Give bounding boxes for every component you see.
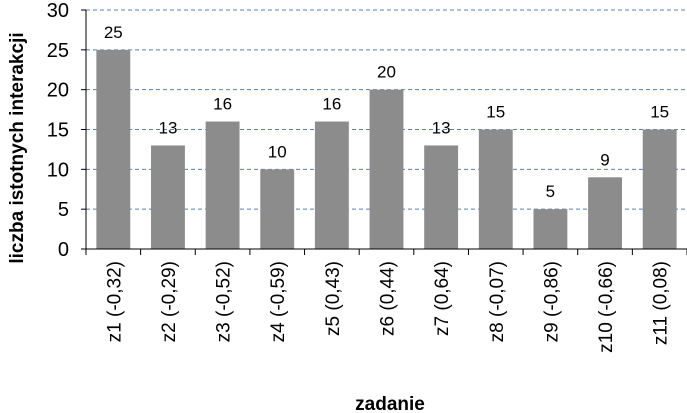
y-tick-label: 10 (47, 159, 69, 181)
y-tick-label: 0 (58, 239, 69, 261)
bar (205, 121, 240, 249)
y-axis-title: liczba istotnych interakcji (7, 32, 28, 263)
x-tick-label: z10 (-0,66) (596, 261, 617, 353)
y-tick-label: 25 (47, 40, 69, 62)
y-tick-label: 15 (47, 120, 69, 142)
data-label: 25 (104, 23, 123, 42)
data-label: 15 (650, 103, 669, 122)
data-label: 15 (486, 103, 505, 122)
y-tick-label: 20 (47, 80, 69, 102)
x-tick-label: z4 (-0,59) (268, 261, 289, 342)
x-tick-label: z3 (-0,52) (214, 261, 235, 342)
bar (533, 209, 568, 249)
bars (96, 49, 677, 250)
data-label: 5 (546, 182, 555, 201)
data-labels: 25 13 16 10 16 20 13 15 5 9 15 (104, 23, 669, 201)
x-tick-label: z6 (0,44) (378, 261, 399, 336)
data-label: 13 (432, 118, 451, 137)
y-tick-label: 5 (58, 199, 69, 221)
bar (369, 89, 404, 250)
x-tick-label: z5 (0,43) (323, 261, 344, 336)
bar (260, 169, 295, 249)
bar (642, 129, 677, 249)
x-tick-label: z2 (-0,29) (159, 261, 180, 342)
bar (588, 177, 622, 249)
x-tick-label: z8 (-0,07) (487, 261, 508, 342)
x-tick-label: z7 (0,64) (432, 261, 453, 336)
x-tick-label: z11 (0,08) (651, 261, 672, 345)
data-label: 16 (213, 95, 232, 114)
bar (314, 121, 349, 249)
x-axis-title: zadanie (355, 394, 425, 413)
bar (151, 145, 185, 249)
x-tick-label: z1 (-0,32) (104, 261, 125, 342)
y-tick-label: 30 (47, 0, 69, 22)
bar (478, 129, 513, 249)
y-tick-labels: 0 5 10 15 20 25 30 (47, 0, 86, 261)
data-label: 20 (377, 63, 396, 82)
bar (424, 145, 459, 249)
gridlines (86, 9, 687, 210)
data-label: 13 (158, 118, 177, 137)
x-tick-labels: z1 (-0,32) z2 (-0,29) z3 (-0,52) z4 (-0,59)… (85, 249, 687, 353)
data-label: 16 (322, 95, 341, 114)
bar (96, 49, 131, 250)
data-label: 10 (268, 142, 287, 161)
x-tick-label: z9 (-0,86) (541, 261, 562, 342)
data-label: 9 (600, 150, 609, 169)
